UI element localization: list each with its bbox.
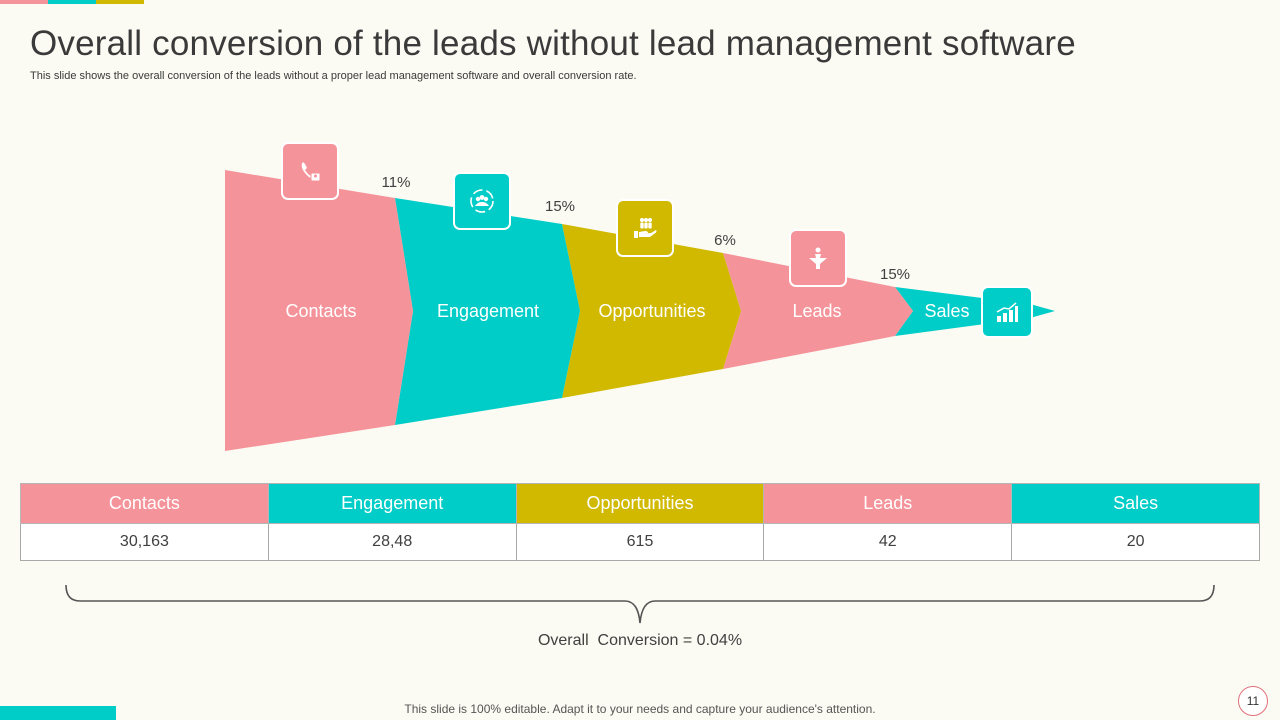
funnel-label-leads: Leads (792, 301, 841, 321)
bar-chart-icon (981, 286, 1033, 338)
table-row: 30,163 28,48 615 42 20 (20, 523, 1260, 561)
table-header-engagement: Engagement (267, 483, 517, 524)
funnel-stage-engagement[interactable] (395, 198, 580, 425)
funnel-label-opportunities: Opportunities (598, 301, 705, 321)
accent-bar-pink (0, 0, 48, 4)
table-header-leads: Leads (763, 483, 1013, 524)
top-accent-bars (0, 0, 145, 4)
phone-contact-icon (281, 142, 339, 200)
funnel-stage-sales[interactable] (895, 287, 1055, 336)
funnel-diagram: Contacts Engagement Opportunities Leads … (225, 170, 1055, 451)
page-subtitle: This slide shows the overall conversion … (30, 70, 637, 82)
conversion-rate-1: 11% (382, 174, 411, 191)
conversion-rate-4: 15% (880, 266, 910, 283)
conversion-rate-3: 6% (714, 232, 736, 249)
table-header-contacts: Contacts (20, 483, 269, 524)
table-cell-contacts: 30,163 (20, 523, 269, 561)
funnel-stage-opportunities[interactable] (562, 224, 741, 398)
table-cell-engagement: 28,48 (267, 523, 517, 561)
funnel-label-engagement: Engagement (437, 301, 539, 321)
accent-bar-olive (96, 0, 144, 4)
page-title: Overall conversion of the leads without … (30, 24, 1076, 63)
footer-note: This slide is 100% editable. Adapt it to… (404, 702, 876, 716)
stage-values-table: Contacts Engagement Opportunities Leads … (20, 483, 1260, 561)
funnel-stage-leads[interactable] (723, 253, 913, 369)
funnel-label-contacts: Contacts (285, 301, 356, 321)
page-number: 11 (1238, 686, 1268, 716)
hand-people-icon (616, 199, 674, 257)
table-cell-leads: 42 (763, 523, 1013, 561)
funnel-stage-contacts[interactable] (225, 170, 413, 451)
conversion-rate-2: 15% (545, 198, 575, 215)
funnel-person-icon (789, 229, 847, 287)
accent-bar-teal (48, 0, 96, 4)
bottom-accent-bar (0, 706, 116, 720)
team-engagement-icon (453, 172, 511, 230)
table-header-sales: Sales (1011, 483, 1260, 524)
table-cell-sales: 20 (1011, 523, 1260, 561)
table-cell-opportunities: 615 (515, 523, 765, 561)
funnel-label-sales: Sales (924, 301, 969, 321)
overall-conversion-text: Overall Conversion = 0.04% (537, 632, 743, 649)
